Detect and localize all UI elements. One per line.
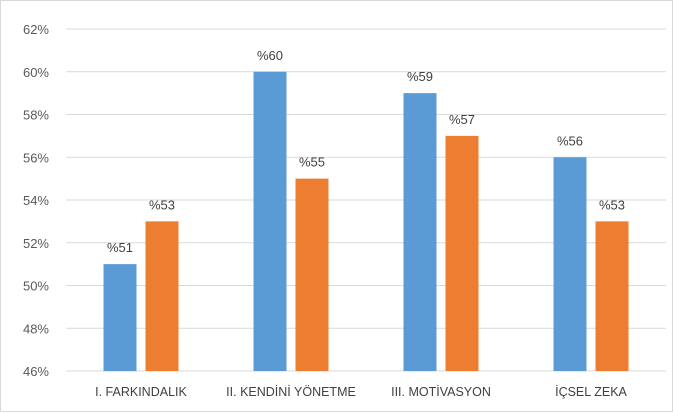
data-label: %53 <box>149 197 175 212</box>
y-tick-label: 60% <box>23 65 49 80</box>
y-tick-label: 62% <box>23 22 49 37</box>
bar <box>103 264 137 371</box>
category-label: İÇSEL ZEKA <box>555 385 627 399</box>
bar <box>445 135 479 371</box>
y-tick-label: 58% <box>23 108 49 123</box>
category-label: I. FARKINDALIK <box>95 385 187 399</box>
category-label: III. MOTİVASYON <box>391 385 491 399</box>
data-label: %53 <box>599 197 625 212</box>
data-label: %55 <box>299 155 325 170</box>
data-label: %59 <box>407 69 433 84</box>
data-label: %57 <box>449 112 475 127</box>
y-tick-label: 52% <box>23 236 49 251</box>
bar <box>403 93 437 371</box>
bar <box>295 178 329 371</box>
y-tick-label: 50% <box>23 279 49 294</box>
bar <box>253 71 287 371</box>
y-tick-label: 48% <box>23 321 49 336</box>
data-label: %56 <box>557 133 583 148</box>
category-label: II. KENDİNİ YÖNETME <box>226 385 356 399</box>
y-tick-label: 56% <box>23 150 49 165</box>
bar <box>553 157 587 371</box>
data-label: %60 <box>257 48 283 63</box>
y-tick-label: 54% <box>23 193 49 208</box>
bar <box>145 221 179 371</box>
data-label: %51 <box>107 240 133 255</box>
bar <box>595 221 629 371</box>
y-tick-label: 46% <box>23 364 49 379</box>
